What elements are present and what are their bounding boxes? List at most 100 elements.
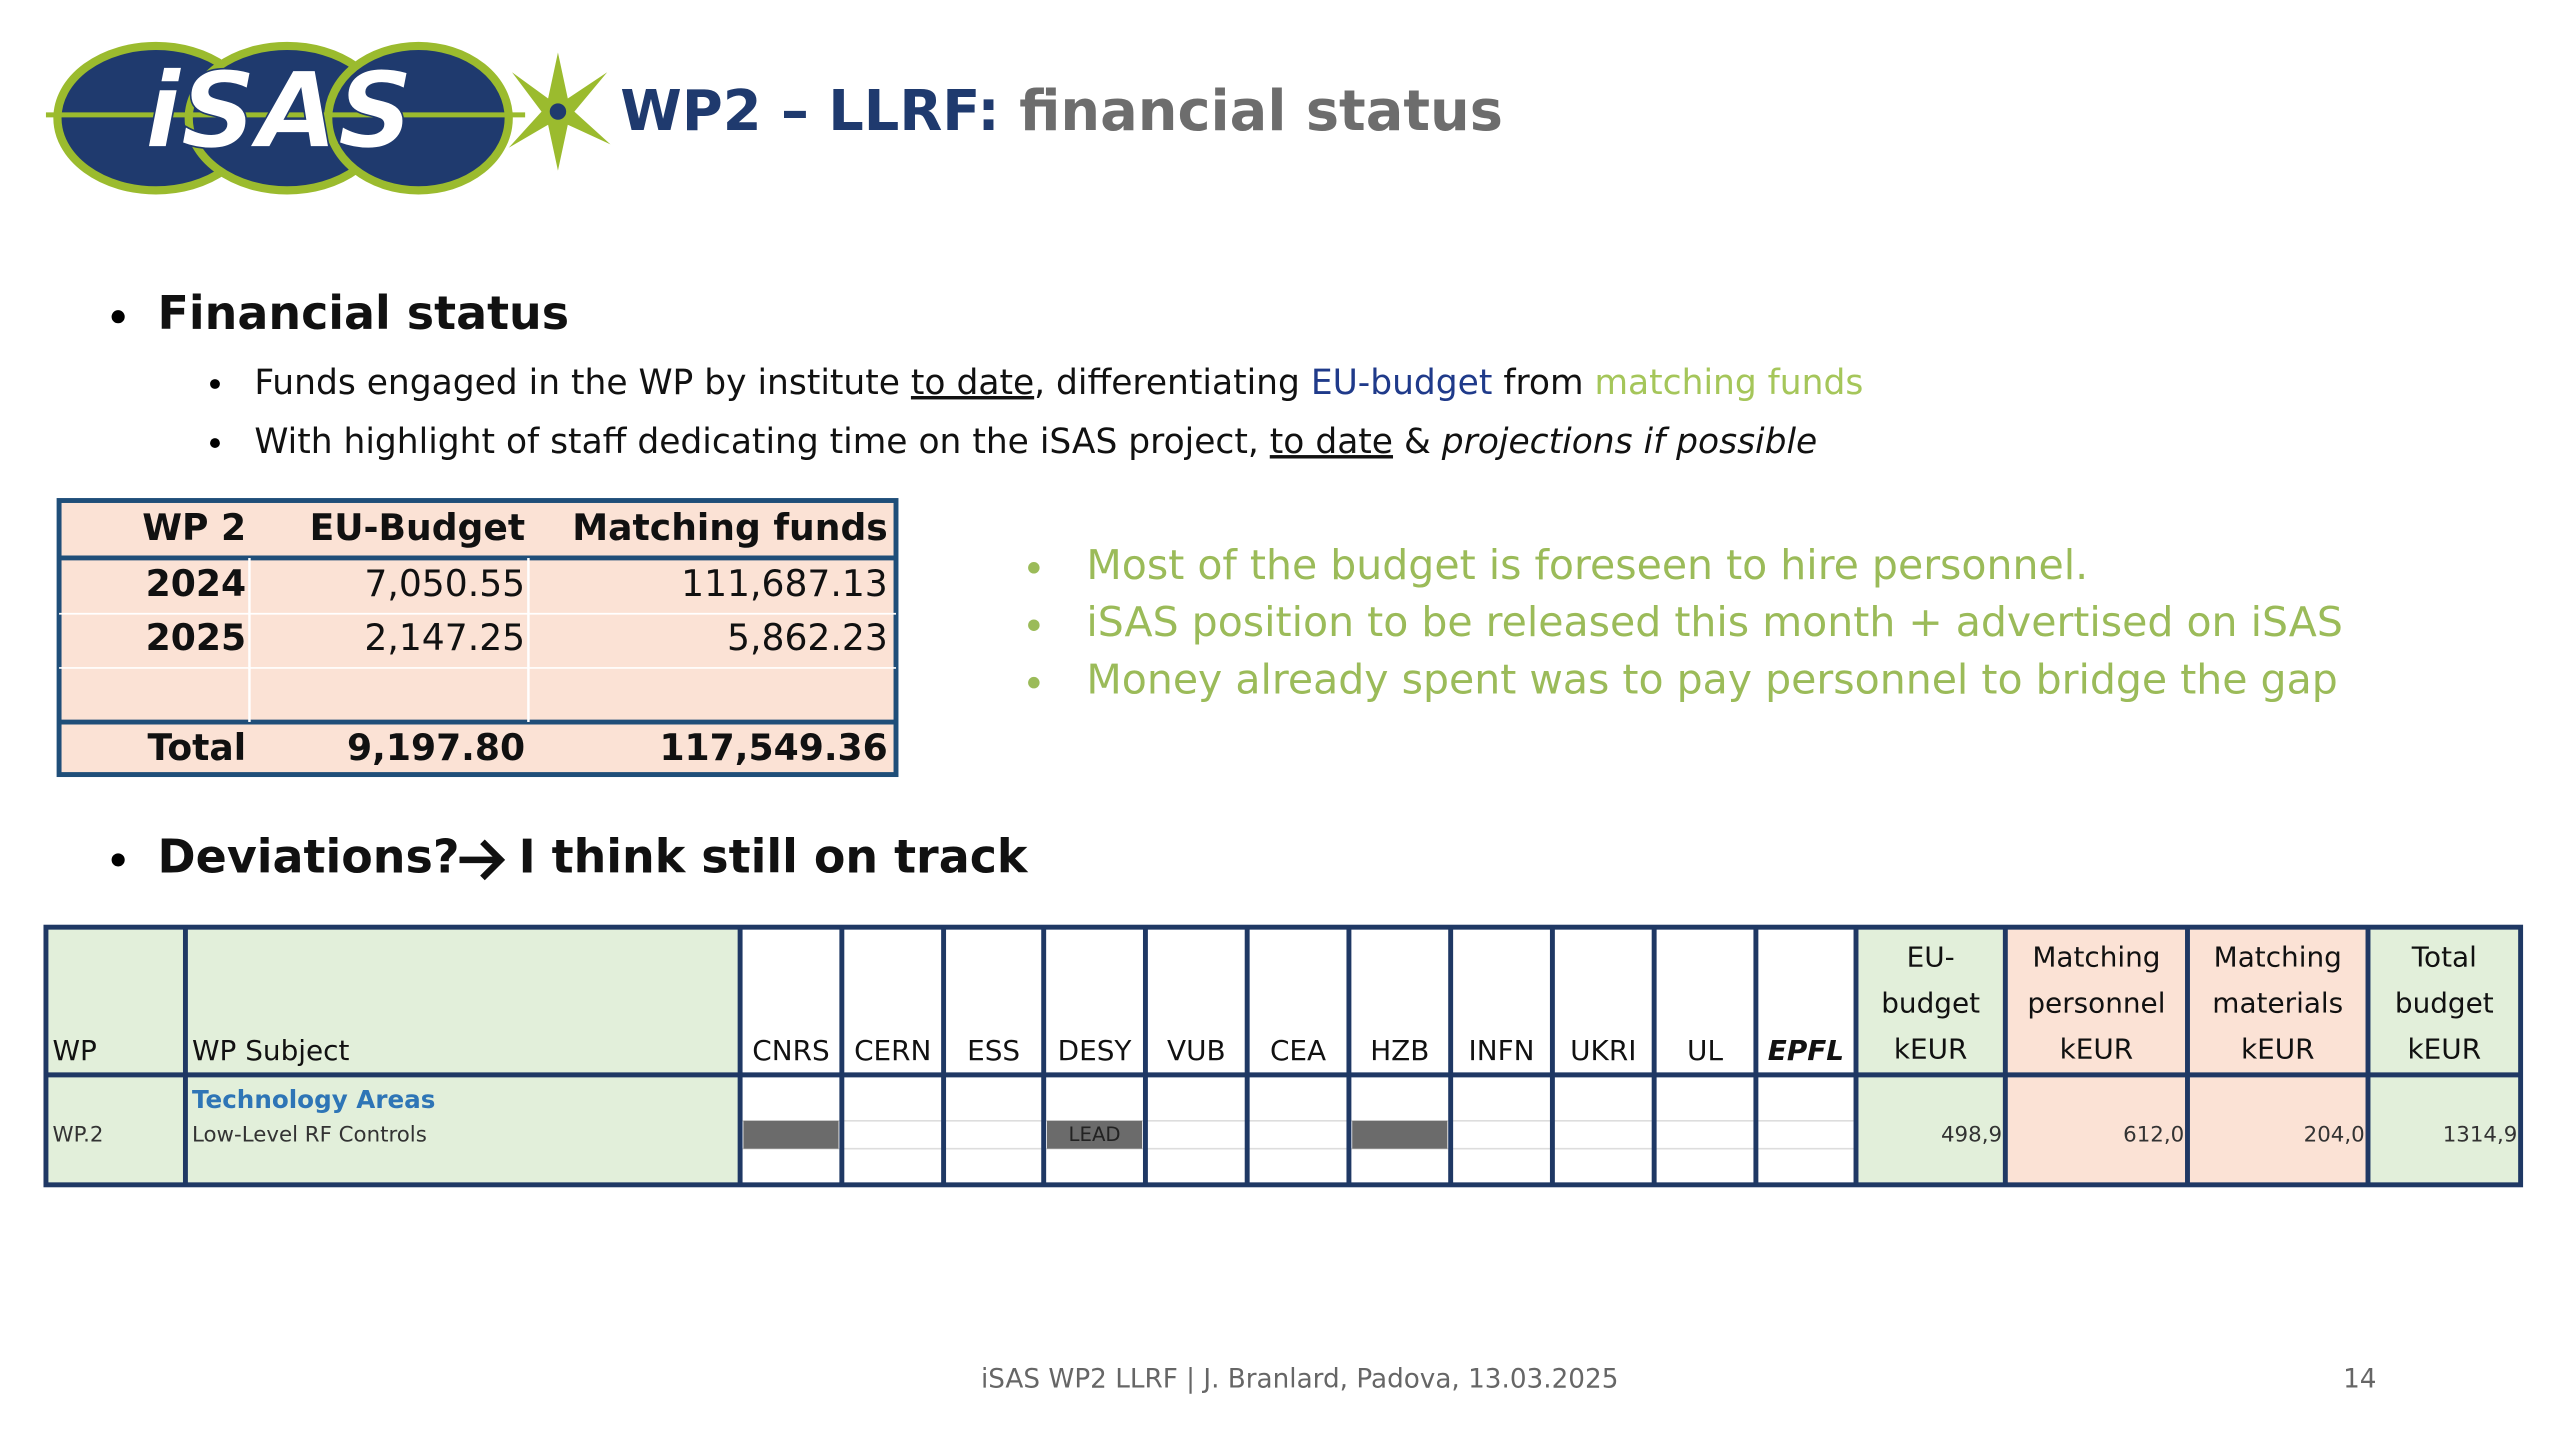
column-header: Matching — [2032, 940, 2160, 973]
column-header: kEUR — [2408, 1032, 2482, 1065]
summary-table: WP 2 EU-Budget Matching funds 2024 7,050.55 1… — [56, 498, 899, 778]
text: projections if possible — [1441, 422, 1817, 462]
text: to date — [1270, 422, 1393, 462]
text: matching funds — [1594, 363, 1863, 403]
text: to date — [911, 363, 1034, 403]
title-main: WP2 – LLRF: — [620, 79, 999, 144]
column-bg — [2368, 927, 2521, 1185]
note: iSAS position to be released this month … — [1086, 598, 2343, 646]
text: EU-budget — [1311, 363, 1493, 403]
text: With highlight of staff dedicating time … — [254, 422, 1269, 462]
table-cell: EU-Budget — [310, 506, 526, 549]
sub-bullet: Funds engaged in the WP by institute to … — [254, 363, 1863, 403]
note: Money already spent was to pay personnel… — [1086, 656, 2337, 704]
title-rest: financial status — [1019, 79, 1503, 144]
column-header: personnel — [2027, 986, 2165, 1019]
column-bg — [1654, 927, 1756, 1185]
budget-value: 1314,9 — [2443, 1123, 2518, 1148]
column-bg — [1552, 927, 1655, 1185]
column-header: kEUR — [2241, 1032, 2315, 1065]
subject: Low-Level RF Controls — [192, 1123, 427, 1148]
text: Funds engaged in the WP by institute — [254, 363, 911, 403]
column-header: Matching — [2214, 940, 2342, 973]
text: from — [1492, 363, 1594, 403]
column-bg — [943, 927, 1044, 1185]
budget-value: 612,0 — [2123, 1123, 2184, 1148]
column-bg — [2005, 927, 2188, 1185]
column-bg — [45, 927, 186, 1185]
bullet — [210, 438, 220, 448]
budget-value: 498,9 — [1941, 1123, 2002, 1148]
table-cell: 5,862.23 — [727, 616, 888, 659]
lead: LEAD — [1069, 1123, 1121, 1146]
participation — [1352, 1120, 1448, 1149]
table-cell: 111,687.13 — [681, 562, 888, 605]
column-bg — [1145, 927, 1248, 1185]
column-header: budget — [2395, 986, 2494, 1019]
page-number: 14 — [2343, 1365, 2376, 1395]
text: , differentiating — [1034, 363, 1311, 403]
column-bg — [185, 927, 741, 1185]
heading: I think still on track — [519, 829, 1029, 883]
arrow — [459, 839, 506, 881]
table-cell: 7,050.55 — [364, 562, 525, 605]
column-bg — [841, 927, 944, 1185]
bullet — [111, 853, 125, 867]
column-header: HZB — [1370, 1034, 1429, 1067]
logo-star — [508, 52, 611, 171]
bullet — [1028, 562, 1040, 574]
table-cell: 2,147.25 — [364, 616, 525, 659]
participation — [1046, 1120, 1143, 1149]
column-header: budget — [1881, 986, 1980, 1019]
column-bg — [1856, 927, 2006, 1185]
sub-bullet: With highlight of staff dedicating time … — [254, 422, 1817, 462]
footer: iSAS WP2 LLRF | J. Branlard, Padova, 13.… — [981, 1365, 1618, 1395]
column-header: UKRI — [1570, 1034, 1636, 1067]
logo-text: iSAS — [145, 50, 414, 172]
text: & — [1393, 422, 1442, 462]
column-header: CEA — [1270, 1034, 1326, 1067]
table-border — [43, 924, 2524, 1188]
bullet — [111, 310, 125, 324]
logo: iSAS — [45, 41, 611, 195]
table-cell: 117,549.36 — [659, 726, 887, 769]
table-bg — [56, 498, 899, 778]
bullet — [1028, 619, 1040, 631]
column-bg — [1247, 927, 1349, 1185]
column-bg — [2187, 927, 2368, 1185]
column-header: EU- — [1907, 940, 1955, 973]
table-cell: Matching funds — [572, 506, 888, 549]
star-center — [549, 103, 567, 120]
table-cell: WP 2 — [142, 506, 246, 549]
table-cell: 2024 — [146, 562, 246, 605]
table-cell: Total — [148, 726, 247, 769]
table-cell: 9,197.80 — [347, 726, 525, 769]
heading: Deviations? — [158, 829, 460, 883]
column-header: DESY — [1058, 1034, 1133, 1067]
heading: Financial status — [158, 286, 570, 340]
table-cell: 2025 — [146, 616, 246, 659]
column-header: materials — [2212, 986, 2343, 1019]
column-header: CNRS — [752, 1034, 829, 1067]
column-header: kEUR — [1894, 1032, 1968, 1065]
column-header: WP — [53, 1034, 97, 1067]
notes: Most of the budget is foreseen to hire p… — [1028, 541, 2343, 704]
wp-id: WP.2 — [53, 1123, 104, 1148]
logo-shape — [324, 41, 513, 195]
area: Technology Areas — [192, 1085, 435, 1114]
column-header: CERN — [854, 1034, 931, 1067]
bullet — [210, 379, 220, 389]
column-header: Total — [2411, 940, 2477, 973]
column-header: INFN — [1469, 1034, 1535, 1067]
column-header: kEUR — [2060, 1032, 2134, 1065]
column-bg — [1755, 927, 1856, 1185]
budget-value: 204,0 — [2304, 1123, 2365, 1148]
column-header: WP Subject — [192, 1034, 350, 1067]
note: Most of the budget is foreseen to hire p… — [1086, 541, 2088, 589]
column-header: ESS — [967, 1034, 1020, 1067]
column-header: EPFL — [1768, 1034, 1844, 1067]
column-bg — [1450, 927, 1553, 1185]
column-header: UL — [1687, 1034, 1723, 1067]
participation — [743, 1120, 839, 1149]
